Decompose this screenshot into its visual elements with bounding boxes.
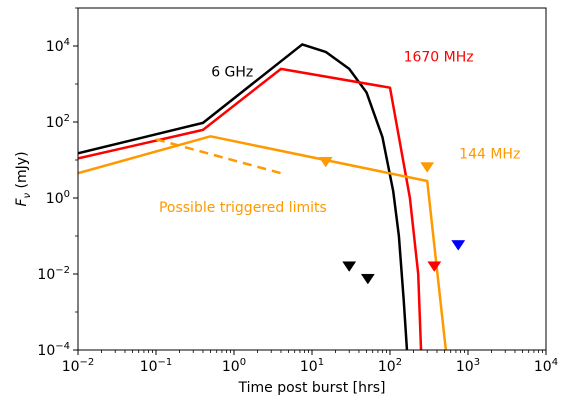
x-tick-label-6: 103 — [456, 357, 480, 375]
annotation-1: 6 GHz — [211, 65, 253, 81]
markers-layer — [318, 156, 466, 285]
upper-limit-marker-4 — [451, 240, 466, 251]
x-tick-label-3: 100 — [222, 357, 246, 375]
upper-limit-marker-2 — [420, 162, 435, 173]
y-tick-label-5: 104 — [46, 37, 70, 55]
x-tick-label-2: 10−1 — [140, 357, 173, 375]
x-axis-title: Time post burst [hrs] — [238, 380, 386, 396]
series-line-4 — [155, 138, 282, 175]
series-line-2 — [78, 67, 423, 350]
y-tick-label-1: 10−4 — [37, 341, 70, 359]
y-axis-symbol: F — [14, 198, 30, 207]
y-axis-title: Fν (mJy) — [14, 151, 33, 206]
series-layer — [78, 43, 448, 350]
upper-limit-marker-3 — [427, 261, 442, 272]
x-tick-label-5: 102 — [378, 357, 402, 375]
x-tick-label-4: 101 — [300, 357, 324, 375]
x-axis: 10−2 10−1 100 101 102 103 104 — [62, 350, 558, 375]
y-tick-label-2: 10−2 — [37, 265, 70, 283]
upper-limit-marker-5 — [342, 261, 357, 272]
y-axis-subscript: ν — [22, 192, 33, 198]
upper-limit-marker-1 — [318, 156, 333, 168]
y-axis: 10−4 10−2 100 102 104 — [37, 7, 78, 359]
annotation-2: 1670 MHz — [404, 49, 474, 65]
annotation-4: Possible triggered limits — [159, 200, 327, 216]
upper-limit-marker-6 — [360, 273, 375, 285]
x-tick-label-1: 10−2 — [62, 357, 95, 375]
annotations-layer: 6 GHz 1670 MHz 144 MHz Possible triggered l… — [159, 49, 520, 215]
y-tick-label-4: 102 — [46, 113, 70, 131]
x-tick-label-7: 104 — [534, 357, 558, 375]
y-tick-label-3: 100 — [46, 189, 70, 207]
annotation-3: 144 MHz — [459, 146, 520, 162]
y-axis-unit: (mJy) — [14, 151, 30, 192]
plot-frame — [77, 7, 547, 351]
series-line-1 — [78, 43, 409, 350]
